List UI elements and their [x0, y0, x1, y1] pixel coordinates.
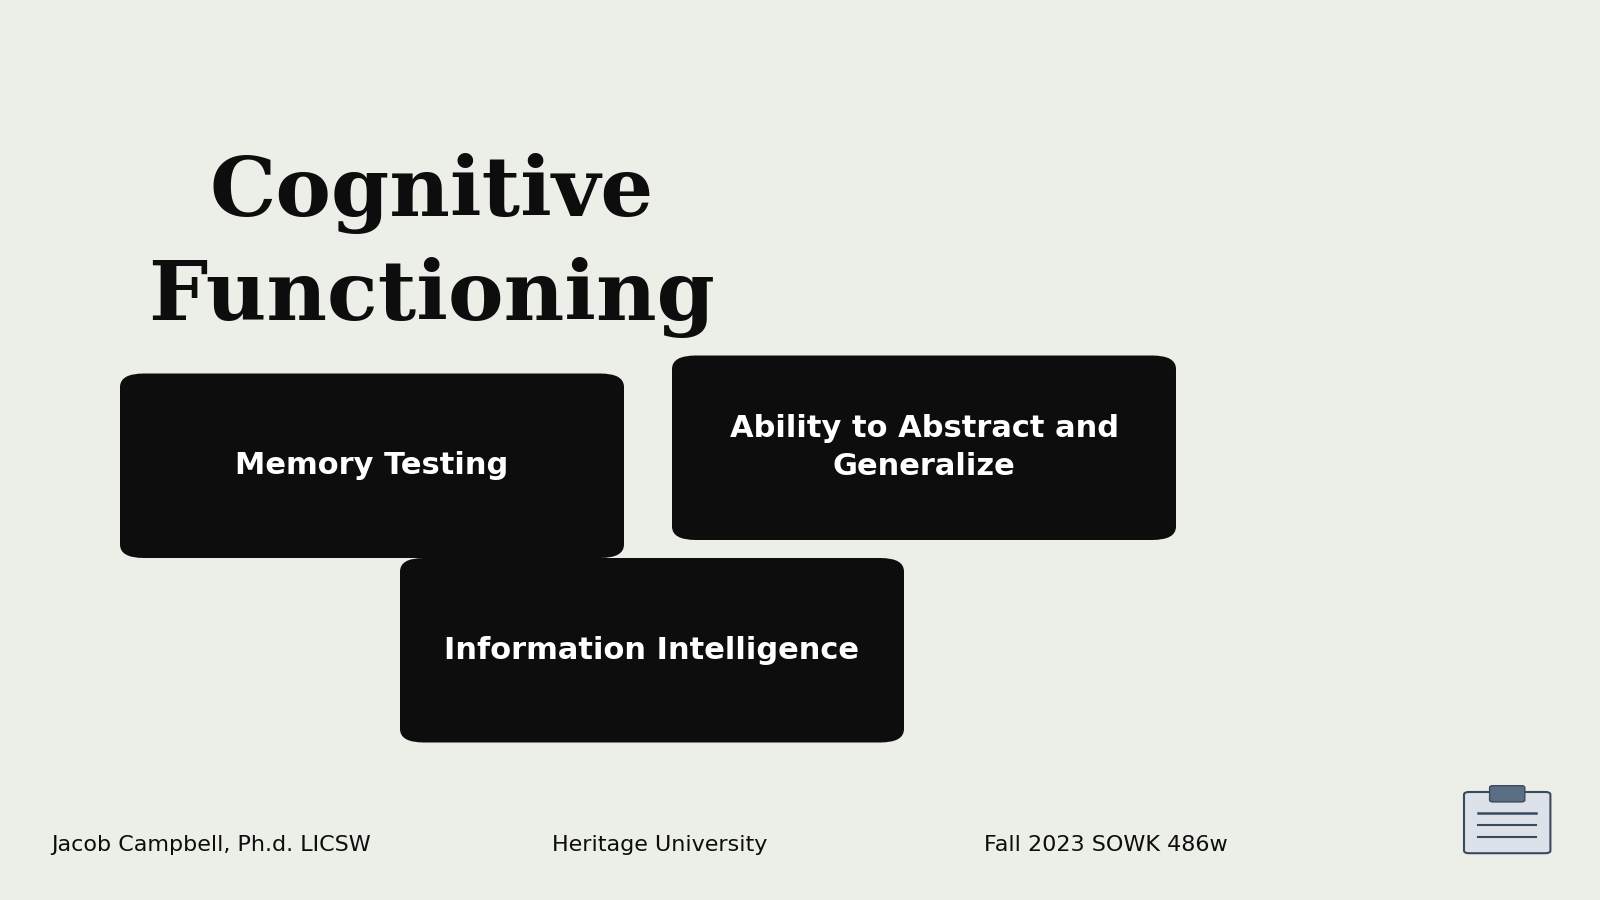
FancyBboxPatch shape [1490, 786, 1525, 802]
Text: Memory Testing: Memory Testing [235, 451, 509, 481]
Text: Functioning: Functioning [149, 256, 715, 338]
FancyBboxPatch shape [120, 374, 624, 558]
FancyBboxPatch shape [672, 356, 1176, 540]
Text: Heritage University: Heritage University [552, 835, 768, 855]
Text: Information Intelligence: Information Intelligence [445, 635, 859, 665]
Text: Fall 2023 SOWK 486w: Fall 2023 SOWK 486w [984, 835, 1227, 855]
Text: Jacob Campbell, Ph.d. LICSW: Jacob Campbell, Ph.d. LICSW [51, 835, 371, 855]
Text: Cognitive: Cognitive [210, 153, 654, 234]
FancyBboxPatch shape [1464, 792, 1550, 853]
FancyBboxPatch shape [400, 558, 904, 742]
Text: Ability to Abstract and
Generalize: Ability to Abstract and Generalize [730, 414, 1118, 482]
